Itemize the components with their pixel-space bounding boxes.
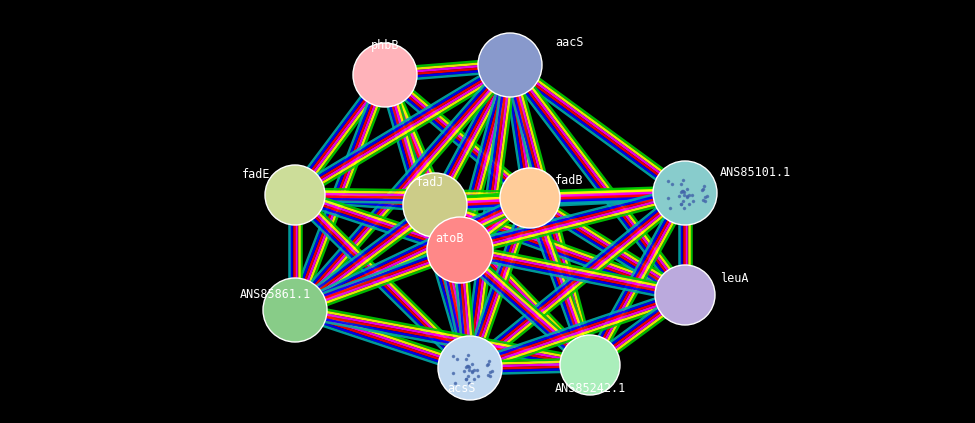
Text: fadE: fadE	[242, 168, 270, 181]
Text: fadB: fadB	[555, 173, 583, 187]
Circle shape	[655, 265, 715, 325]
Text: fadJ: fadJ	[415, 176, 445, 189]
Text: ANS85861.1: ANS85861.1	[240, 288, 311, 302]
Circle shape	[478, 33, 542, 97]
Text: phbB: phbB	[370, 38, 399, 52]
Text: leuA: leuA	[720, 272, 749, 285]
Text: ANS85101.1: ANS85101.1	[720, 167, 792, 179]
Circle shape	[403, 173, 467, 237]
Circle shape	[263, 278, 327, 342]
Circle shape	[500, 168, 560, 228]
Circle shape	[560, 335, 620, 395]
Circle shape	[265, 165, 325, 225]
Text: atoB: atoB	[436, 231, 464, 244]
Text: aacS: aacS	[555, 36, 583, 49]
Circle shape	[427, 217, 493, 283]
Text: ANS85242.1: ANS85242.1	[555, 382, 626, 395]
Circle shape	[653, 161, 717, 225]
Text: acsS: acsS	[448, 382, 476, 395]
Circle shape	[353, 43, 417, 107]
Circle shape	[438, 336, 502, 400]
